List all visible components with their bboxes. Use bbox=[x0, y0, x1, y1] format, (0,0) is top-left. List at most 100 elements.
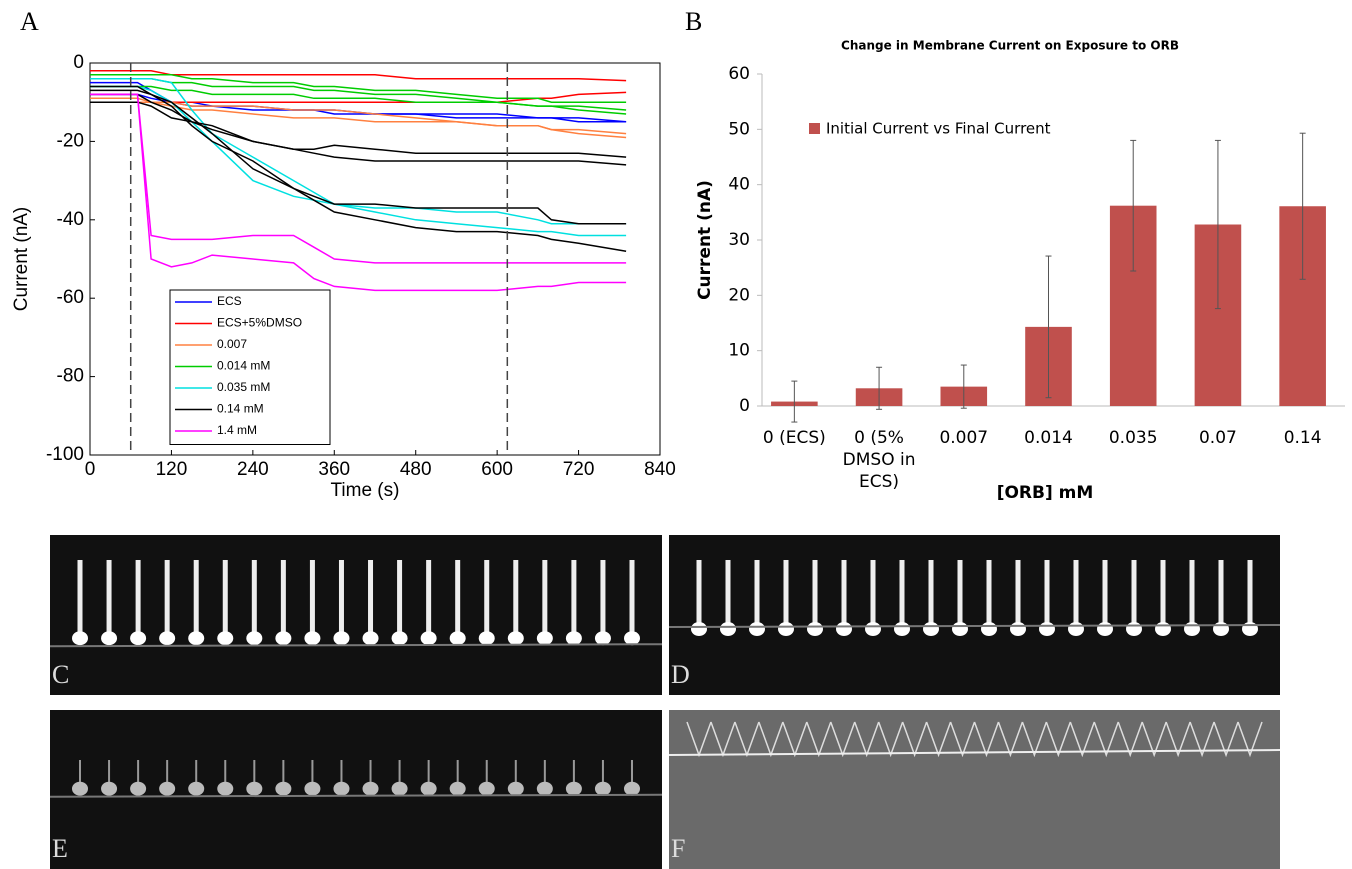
pillar bbox=[1165, 721, 1191, 758]
trace bbox=[90, 70, 627, 82]
pillar-base bbox=[101, 781, 118, 796]
legend-label: 0.14 mM bbox=[217, 402, 264, 416]
panel-label: A bbox=[20, 7, 39, 36]
x-tick-label: 0 bbox=[85, 459, 96, 480]
legend-label: ECS+5%DMSO bbox=[217, 316, 302, 330]
pillar-base bbox=[188, 631, 205, 646]
x-tick-label: 120 bbox=[156, 459, 188, 480]
x-tick-label: 0.035 bbox=[1108, 428, 1158, 448]
x-tick-label: 360 bbox=[318, 459, 350, 480]
pillar-base bbox=[420, 781, 437, 796]
pillar-base bbox=[391, 631, 408, 646]
pillar-base bbox=[720, 622, 736, 636]
pillar bbox=[1069, 721, 1096, 758]
pillar bbox=[853, 721, 880, 758]
y-tick-label: -100 bbox=[46, 444, 84, 465]
pillar-base bbox=[749, 622, 765, 636]
pillar-base bbox=[1155, 622, 1171, 636]
pillar bbox=[806, 721, 832, 758]
y-tick-label: -40 bbox=[57, 209, 84, 230]
image-label: E bbox=[52, 834, 68, 863]
pillar-base bbox=[333, 631, 350, 646]
legend-swatch bbox=[809, 123, 820, 134]
pillar-base bbox=[807, 622, 823, 636]
pillar-base bbox=[894, 622, 910, 636]
pillar-base bbox=[507, 631, 524, 646]
panel-label: B bbox=[685, 7, 702, 36]
pillar bbox=[1141, 721, 1167, 758]
pillar-base bbox=[217, 631, 234, 646]
pillar bbox=[925, 721, 952, 758]
y-tick-label: -80 bbox=[57, 366, 84, 387]
pillar-base bbox=[333, 781, 350, 796]
pillar-base bbox=[536, 631, 553, 646]
pillar-base bbox=[72, 781, 88, 796]
pillar-base bbox=[865, 622, 881, 636]
legend-label: 1.4 mM bbox=[217, 423, 257, 437]
pillar-base bbox=[981, 622, 997, 636]
pillar-base bbox=[362, 631, 379, 646]
pillar bbox=[1213, 721, 1239, 758]
y-tick-label: 10 bbox=[728, 341, 750, 361]
image-background bbox=[669, 710, 1280, 869]
image-label: D bbox=[671, 660, 690, 689]
pillar-base bbox=[304, 631, 321, 646]
y-tick-label: 0 bbox=[739, 396, 750, 416]
image-background bbox=[50, 710, 662, 869]
pillar-base bbox=[594, 781, 611, 796]
pillar-base bbox=[1068, 622, 1084, 636]
image-background bbox=[669, 535, 1280, 695]
pillar-base bbox=[449, 631, 466, 646]
pillar-base bbox=[449, 781, 466, 796]
x-tick-label: 0 (5% DMSO in ECS) bbox=[842, 428, 916, 492]
channel-edge bbox=[49, 793, 663, 798]
image-label: C bbox=[52, 660, 69, 689]
pillar bbox=[830, 721, 856, 758]
pillar-base bbox=[101, 631, 118, 646]
pillar-base bbox=[72, 631, 88, 646]
legend-label: Initial Current vs Final Current bbox=[826, 120, 1051, 138]
pillar bbox=[973, 721, 1000, 758]
x-tick-label: 600 bbox=[481, 459, 513, 480]
pillar-base bbox=[594, 631, 611, 646]
pillar-base bbox=[565, 631, 582, 646]
y-tick-label: 20 bbox=[728, 285, 750, 305]
pillar-base bbox=[1126, 622, 1142, 636]
pillar bbox=[782, 721, 808, 758]
x-tick-label: 720 bbox=[563, 459, 595, 480]
pillar-base bbox=[130, 781, 147, 796]
image-label: F bbox=[671, 834, 685, 863]
pillar-base bbox=[304, 781, 321, 796]
legend-label: 0.007 bbox=[217, 337, 247, 351]
legend-label: 0.014 mM bbox=[217, 359, 270, 373]
pillar-base bbox=[691, 622, 707, 636]
x-tick-label: 0.07 bbox=[1198, 428, 1237, 448]
pillar-base bbox=[159, 631, 176, 646]
pillar-base bbox=[923, 622, 939, 636]
micrograph: E bbox=[49, 710, 663, 869]
x-tick-label: 840 bbox=[644, 459, 676, 480]
pillar-base bbox=[1010, 622, 1026, 636]
pillar-base bbox=[478, 631, 495, 646]
pillar-base bbox=[420, 631, 437, 646]
pillar-base bbox=[536, 781, 553, 796]
pillar-base bbox=[836, 622, 852, 636]
pillar-base bbox=[1097, 622, 1113, 636]
pillar-base bbox=[275, 781, 292, 796]
pillar-base bbox=[565, 781, 582, 796]
y-tick-label: -60 bbox=[57, 287, 84, 308]
chart-title: Change in Membrane Current on Exposure t… bbox=[841, 39, 1179, 53]
channel-edge bbox=[668, 624, 1281, 628]
channel-edge bbox=[49, 643, 663, 648]
pillar bbox=[1117, 721, 1143, 758]
pillar-base bbox=[507, 781, 524, 796]
pillar-base bbox=[952, 622, 968, 636]
trace bbox=[90, 77, 627, 237]
x-tick-label: 0.007 bbox=[939, 428, 989, 448]
x-tick-label: 0 (ECS) bbox=[762, 428, 826, 448]
pillar-base bbox=[130, 631, 147, 646]
y-tick-label: 0 bbox=[73, 52, 84, 73]
pillar-base bbox=[478, 781, 495, 796]
